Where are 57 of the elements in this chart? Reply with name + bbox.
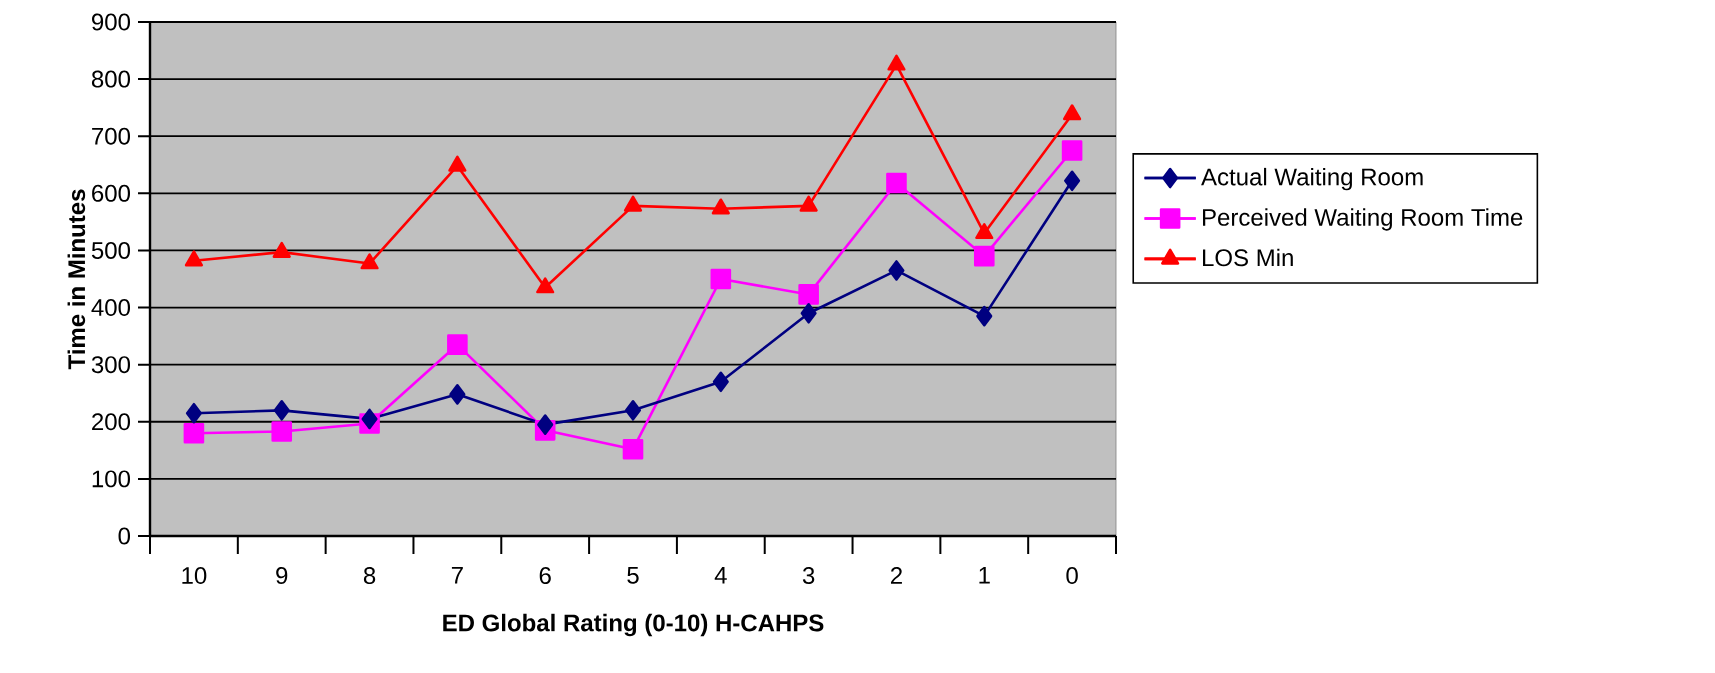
point bbox=[710, 268, 732, 290]
point bbox=[449, 384, 466, 405]
point bbox=[800, 302, 817, 324]
point bbox=[536, 277, 555, 294]
y-tick-label: 800 bbox=[91, 70, 131, 88]
point bbox=[888, 260, 905, 281]
x-tick-label: 4 bbox=[714, 567, 727, 584]
y-tick-label: 700 bbox=[92, 127, 131, 145]
x-tick-label: 9 bbox=[276, 567, 288, 585]
x-tick-label: 2 bbox=[890, 567, 902, 584]
x-axis-title: ED Global Rating (0-10) H-CAHPS bbox=[443, 613, 824, 637]
x-tick-label: 5 bbox=[627, 567, 639, 584]
y-tick-label: 200 bbox=[92, 413, 131, 431]
x-tick-label: 0 bbox=[1066, 567, 1078, 585]
y-tick-label: 100 bbox=[92, 470, 131, 488]
point bbox=[183, 422, 205, 444]
legend-label: Actual Waiting Room bbox=[1201, 167, 1423, 191]
point bbox=[447, 334, 468, 355]
point bbox=[273, 400, 290, 421]
x-tick-label: 7 bbox=[451, 567, 463, 584]
y-tick-label: 900 bbox=[92, 13, 131, 31]
point bbox=[623, 195, 643, 212]
point bbox=[1064, 170, 1081, 192]
point bbox=[886, 172, 907, 194]
point bbox=[537, 414, 554, 435]
y-tick-label: 500 bbox=[91, 241, 131, 259]
y-axis-title: Time in Minutes bbox=[67, 189, 86, 370]
point bbox=[712, 371, 729, 393]
legend-label: LOS Min bbox=[1203, 248, 1293, 267]
x-tick-label: 6 bbox=[539, 567, 551, 585]
x-tick-label: 10 bbox=[182, 567, 207, 585]
point bbox=[798, 284, 819, 305]
point bbox=[360, 253, 379, 270]
point bbox=[361, 408, 378, 430]
y-tick-label: 600 bbox=[92, 184, 131, 202]
y-tick-label: 300 bbox=[91, 356, 131, 374]
x-tick-label: 3 bbox=[802, 567, 815, 585]
point bbox=[184, 250, 204, 267]
point bbox=[448, 155, 467, 172]
legend-label: Perceived Waiting Room Time bbox=[1203, 208, 1523, 231]
point bbox=[799, 195, 818, 212]
point bbox=[976, 305, 993, 327]
x-tick-label: 8 bbox=[363, 567, 376, 585]
point bbox=[272, 241, 291, 258]
point bbox=[973, 245, 995, 267]
point bbox=[887, 54, 906, 71]
y-tick-label: 0 bbox=[118, 527, 131, 545]
point bbox=[711, 198, 730, 215]
point bbox=[975, 223, 994, 240]
x-tick-label: 1 bbox=[979, 567, 990, 584]
y-tick-label: 400 bbox=[91, 299, 131, 317]
point bbox=[622, 438, 644, 460]
point bbox=[271, 421, 293, 442]
point bbox=[1063, 104, 1082, 121]
point bbox=[624, 400, 642, 421]
point bbox=[1061, 140, 1083, 161]
point bbox=[185, 402, 202, 424]
